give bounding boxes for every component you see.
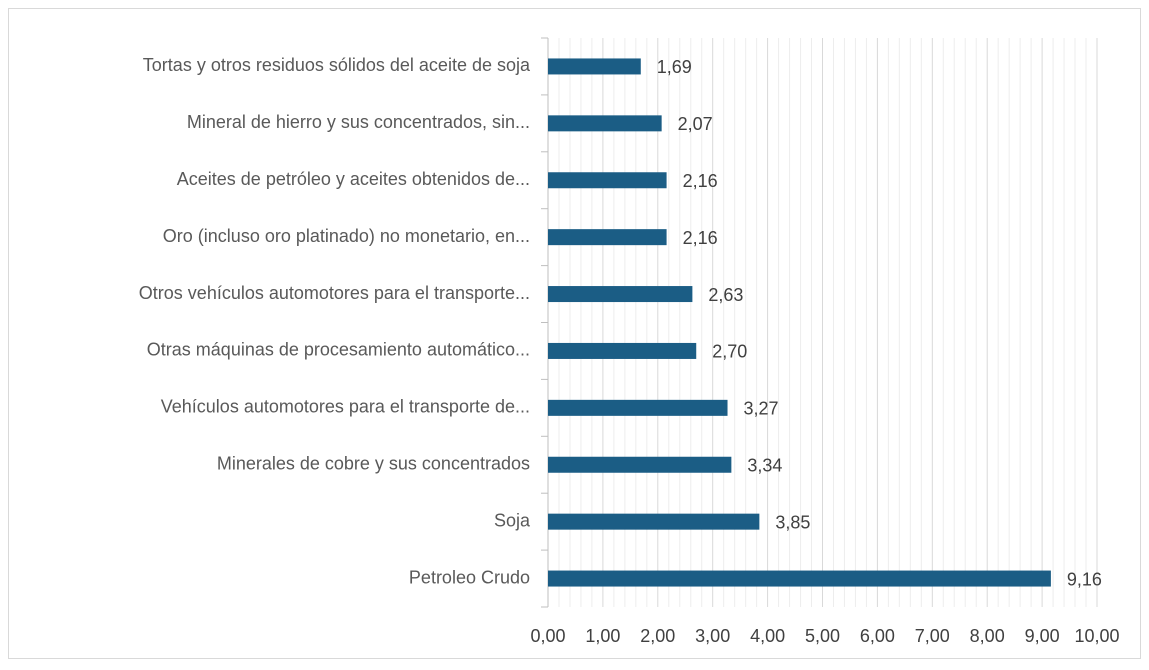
value-label: 2,16 — [683, 171, 718, 191]
x-tick-label: 8,00 — [970, 626, 1005, 646]
bar — [548, 229, 667, 246]
value-label: 3,27 — [744, 399, 779, 419]
value-label: 1,69 — [657, 57, 692, 77]
value-label: 3,85 — [775, 512, 810, 532]
x-tick-label: 9,00 — [1025, 626, 1060, 646]
y-tick-label: Petroleo Crudo — [409, 567, 530, 587]
y-tick-label: Minerales de cobre y sus concentrados — [217, 454, 530, 474]
value-label: 2,16 — [683, 228, 718, 248]
bar — [548, 115, 662, 132]
bar — [548, 286, 693, 303]
x-tick-label: 3,00 — [695, 626, 730, 646]
value-label: 2,07 — [678, 114, 713, 134]
y-tick-label: Vehículos automotores para el transporte… — [161, 397, 530, 417]
y-tick-label: Otras máquinas de procesamiento automáti… — [147, 340, 530, 360]
value-label: 2,70 — [712, 342, 747, 362]
bar — [548, 456, 732, 473]
bar — [548, 342, 697, 359]
chart-border — [8, 8, 1141, 659]
bar — [548, 58, 641, 75]
value-label: 9,16 — [1067, 569, 1102, 589]
x-tick-label: 2,00 — [640, 626, 675, 646]
y-tick-label: Mineral de hierro y sus concentrados, si… — [187, 112, 530, 132]
x-tick-label: 5,00 — [805, 626, 840, 646]
x-tick-label: 1,00 — [585, 626, 620, 646]
bar — [548, 513, 760, 530]
value-label: 2,63 — [708, 285, 743, 305]
bar — [548, 570, 1051, 587]
y-tick-label: Aceites de petróleo y aceites obtenidos … — [177, 169, 530, 189]
y-tick-label: Soja — [494, 510, 531, 530]
x-tick-label: 0,00 — [530, 626, 565, 646]
x-tick-label: 10,00 — [1074, 626, 1119, 646]
x-tick-label: 6,00 — [860, 626, 895, 646]
y-tick-label: Tortas y otros residuos sólidos del acei… — [143, 55, 531, 75]
y-tick-label: Otros vehículos automotores para el tran… — [139, 283, 530, 303]
x-tick-label: 4,00 — [750, 626, 785, 646]
y-tick-label: Oro (incluso oro platinado) no monetario… — [163, 226, 530, 246]
bar — [548, 399, 728, 416]
x-tick-label: 7,00 — [915, 626, 950, 646]
bar — [548, 172, 667, 189]
value-label: 3,34 — [747, 456, 782, 476]
